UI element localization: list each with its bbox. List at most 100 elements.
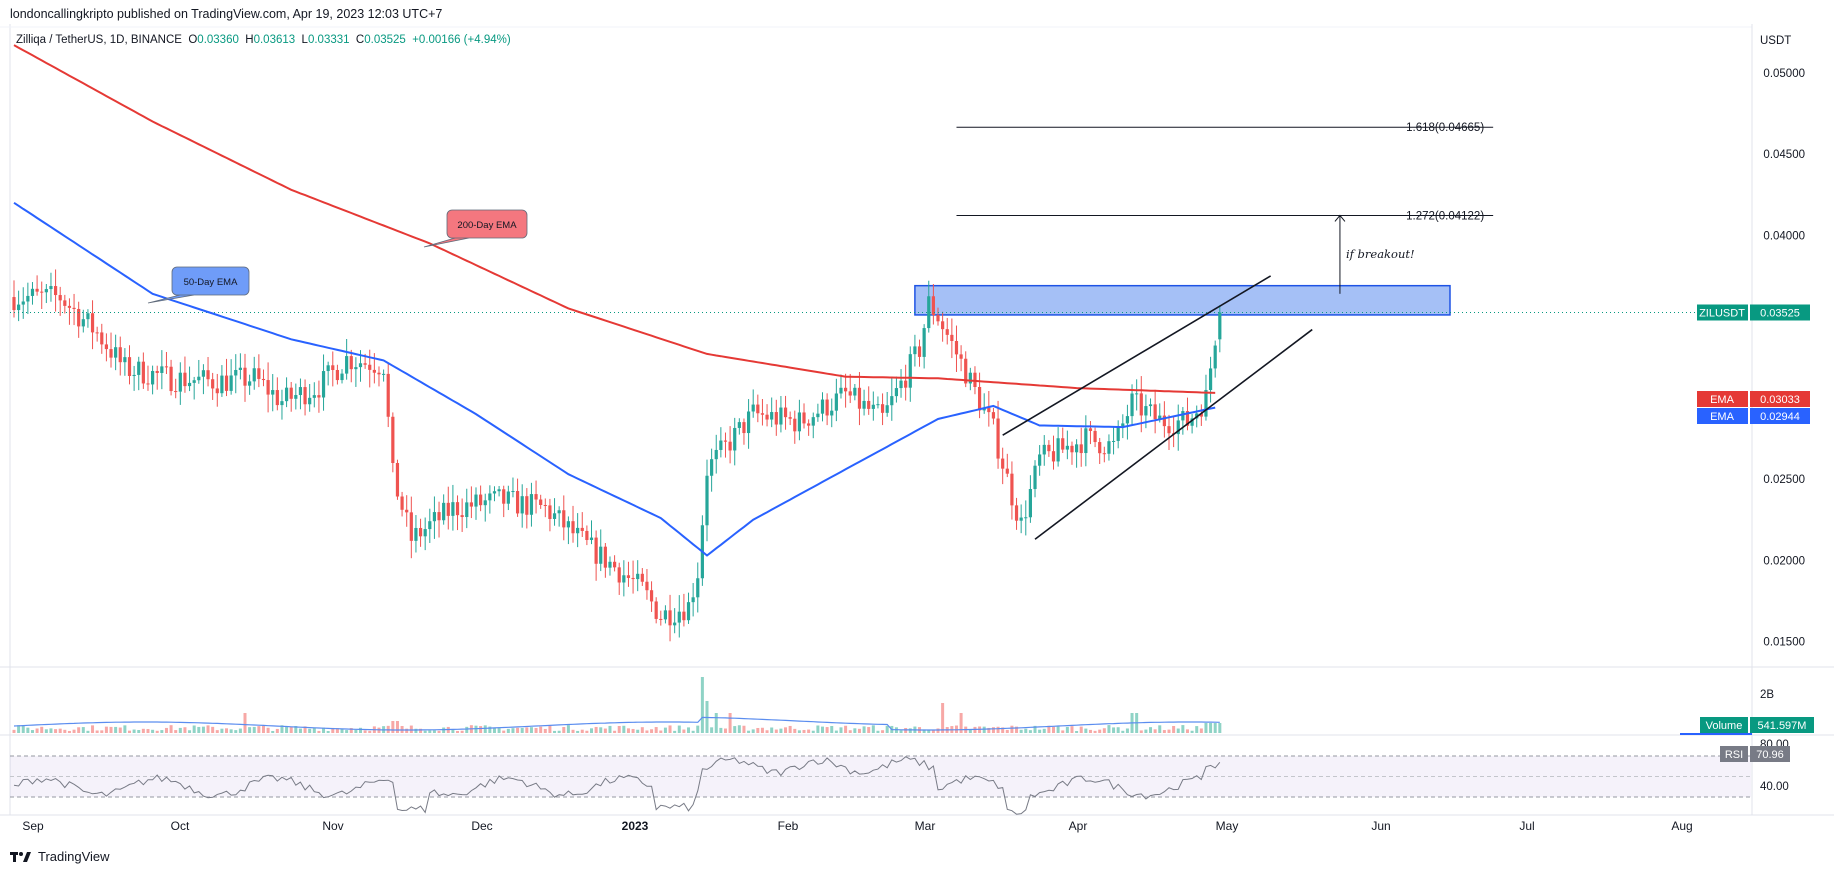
price-axis[interactable]: USDT0.050000.045000.040000.035000.025000… <box>1697 35 1810 649</box>
candle-body <box>770 412 774 420</box>
fibonacci-levels[interactable]: 1.618(0.04665) 1.272(0.04122) if breakout! <box>956 122 1494 294</box>
candle-body <box>945 329 949 335</box>
candle <box>797 399 801 441</box>
volume-bar <box>580 729 584 733</box>
candle-body <box>114 347 118 358</box>
candle <box>636 560 640 592</box>
candle <box>220 365 224 397</box>
candle-body <box>779 407 783 425</box>
candle <box>224 358 229 397</box>
candle <box>1116 420 1120 449</box>
volume-bar <box>317 730 321 733</box>
candle <box>714 434 718 474</box>
candle-body <box>294 395 298 399</box>
candle-body <box>1213 345 1217 369</box>
candle <box>608 556 612 576</box>
candle-body <box>742 422 746 434</box>
volume-bar <box>654 727 658 733</box>
candle <box>1001 447 1005 485</box>
candle <box>492 486 497 502</box>
volume-bar <box>931 730 935 733</box>
volume-bar <box>506 728 510 733</box>
ema200-tag: EMA 0.03033 <box>1697 391 1810 407</box>
volume-bar <box>483 725 487 733</box>
candle <box>589 520 594 545</box>
candle <box>95 326 99 342</box>
volume-bar <box>432 730 436 733</box>
price-tick: 0.04500 <box>1763 149 1805 161</box>
candle <box>257 354 261 388</box>
candle-body <box>1019 517 1023 521</box>
volume-bar <box>617 725 621 733</box>
volume-bar <box>229 729 233 733</box>
candle-body <box>164 366 169 368</box>
candle-body <box>1038 454 1042 466</box>
volume-bar <box>280 725 284 733</box>
time-axis[interactable]: Sep Oct Nov Dec 2023 Feb Mar Apr May Jun Jul Aug <box>22 819 1692 833</box>
candle-body <box>317 395 321 398</box>
candle <box>229 359 233 395</box>
volume-bar <box>368 730 372 733</box>
candle-body <box>1005 468 1009 474</box>
volume-bar <box>474 725 478 733</box>
candle <box>137 356 141 391</box>
rising-wedge[interactable] <box>1002 275 1313 540</box>
candle-body <box>1098 442 1102 454</box>
candle <box>1056 427 1060 467</box>
time-tick: May <box>1216 819 1239 833</box>
volume-bar <box>1139 730 1143 733</box>
candle-body <box>1185 411 1190 426</box>
ema-callouts[interactable]: 200-Day EMA 50-Day EMA <box>147 209 528 304</box>
ema50-tag-label-bg <box>1697 408 1748 424</box>
candle <box>243 353 247 402</box>
publisher-header: londoncallingkripto published on Trading… <box>10 7 443 21</box>
candle <box>497 486 501 497</box>
candle-body <box>506 491 510 504</box>
volume-bar <box>802 729 806 733</box>
change-value: +0.00166 (+4.94%) <box>412 34 511 46</box>
candle <box>719 427 723 458</box>
volume-bar <box>81 727 85 733</box>
candle-body <box>894 388 899 397</box>
candle-body <box>811 417 815 426</box>
candle-body <box>1093 430 1097 443</box>
volume-bar <box>1116 727 1120 733</box>
candle <box>580 512 584 538</box>
volume-bar <box>479 726 483 733</box>
volume-bar <box>830 725 834 733</box>
candle-body <box>428 521 432 530</box>
volume-bar <box>303 726 307 733</box>
candle <box>880 393 885 426</box>
ema50-callout-box <box>171 266 250 296</box>
candle-body <box>132 374 136 377</box>
resistance-zone[interactable] <box>914 284 1451 316</box>
volume-bar <box>192 725 196 733</box>
candle <box>649 581 654 612</box>
volume-bar <box>183 727 187 733</box>
candle-body <box>12 297 16 311</box>
candle-body <box>640 573 644 582</box>
volume-bar <box>1125 728 1129 733</box>
volume-bar <box>1102 728 1106 733</box>
candle <box>1014 497 1019 530</box>
candle <box>109 332 113 368</box>
candle <box>774 399 778 436</box>
volume-bar <box>608 725 612 733</box>
ema50-callout: 50-Day EMA <box>147 266 250 304</box>
volume-bar <box>363 730 367 733</box>
candle-body <box>1162 415 1166 427</box>
candle <box>479 485 483 512</box>
candle <box>1153 389 1157 434</box>
candle <box>303 379 307 416</box>
volume-bar <box>737 725 741 733</box>
candle-body <box>613 561 617 568</box>
candle <box>811 412 815 439</box>
candle-body <box>30 288 35 296</box>
candle-body <box>1051 451 1056 462</box>
candle-body <box>479 494 483 506</box>
volume-bar <box>553 730 557 733</box>
volume-bar <box>719 727 723 733</box>
volume-bar <box>640 727 644 733</box>
candle-body <box>871 404 875 409</box>
